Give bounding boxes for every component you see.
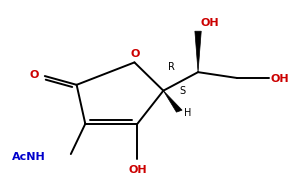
Text: OH: OH: [201, 18, 219, 28]
Text: AcNH: AcNH: [11, 152, 45, 162]
Text: H: H: [184, 108, 191, 118]
Text: O: O: [131, 50, 140, 59]
Text: O: O: [30, 70, 39, 80]
Text: R: R: [168, 62, 175, 72]
Polygon shape: [163, 91, 182, 112]
Text: OH: OH: [270, 74, 289, 84]
Polygon shape: [195, 31, 201, 72]
Text: OH: OH: [128, 165, 147, 175]
Text: S: S: [179, 86, 185, 96]
